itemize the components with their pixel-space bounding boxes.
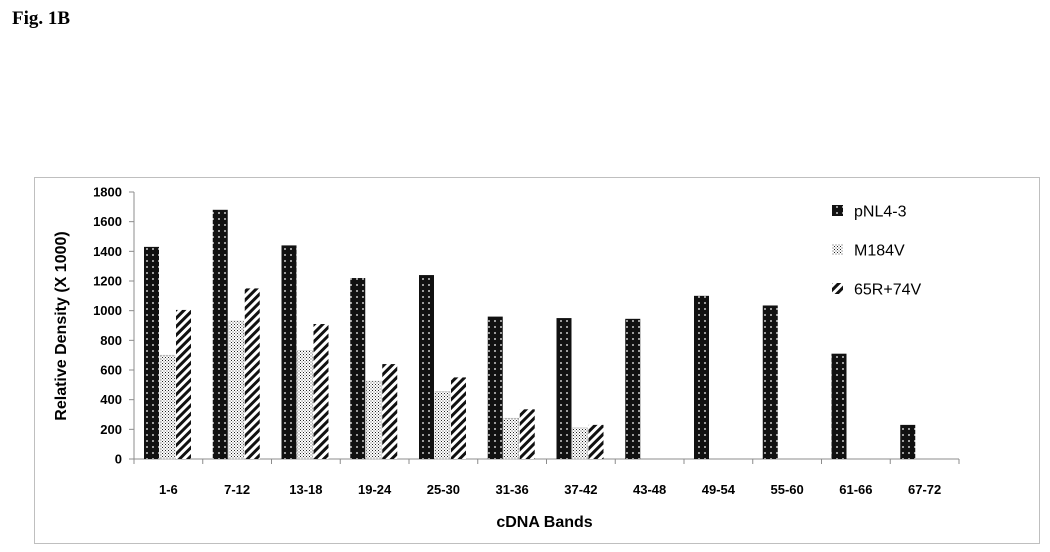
bar-m184v-37-42 [572, 427, 588, 460]
legend-swatch [832, 244, 843, 255]
x-tick-label: 49-54 [702, 482, 736, 497]
x-tick-label: 43-48 [633, 482, 666, 497]
y-axis-title: Relative Density (X 1000) [53, 231, 70, 420]
x-tick-label: 37-42 [564, 482, 597, 497]
bar-pnl4-3-7-12 [212, 209, 228, 459]
bar-m184v-13-18 [297, 350, 313, 460]
legend-label: pNL4-3 [854, 204, 907, 221]
bar-m184v-25-30 [434, 391, 451, 460]
figure-label: Fig. 1B [12, 8, 71, 29]
x-tick-label: 55-60 [771, 482, 804, 497]
y-tick-label: 800 [100, 333, 122, 348]
bar-m184v-7-12 [228, 320, 244, 460]
y-tick-label: 1600 [93, 214, 122, 229]
y-tick-label: 400 [100, 392, 122, 407]
y-tick-label: 1400 [93, 244, 122, 259]
bar-65r-74v-19-24 [382, 364, 398, 459]
chart-frame [34, 177, 1040, 544]
y-tick-label: 600 [100, 363, 122, 378]
bar-pnl4-3-13-18 [281, 245, 297, 459]
legend: pNL4-3 M184V 65R+74V [832, 204, 921, 299]
legend-label: M184V [854, 243, 905, 260]
bar-pnl4-3-43-48 [625, 318, 641, 459]
y-tick-label: 1200 [93, 274, 122, 289]
x-tick-label: 25-30 [427, 482, 460, 497]
y-tick-label: 1800 [93, 185, 122, 200]
bar-pnl4-3-55-60 [762, 305, 778, 459]
bar-pnl4-3-37-42 [556, 318, 572, 459]
legend-swatch [832, 283, 843, 294]
y-tick-label: 200 [100, 422, 122, 437]
bars-layer [144, 209, 916, 460]
x-tick-label: 61-66 [839, 482, 872, 497]
bar-65r-74v-13-18 [313, 324, 329, 459]
labels-layer: 0 200 400 600 800 1000 1200 1400 1600 1800 1-6 7-12… [53, 185, 941, 532]
y-tick-label: 1000 [93, 303, 122, 318]
x-tick-label: 1-6 [159, 482, 178, 497]
bar-65r-74v-1-6 [176, 309, 191, 459]
bar-pnl4-3-49-54 [694, 295, 709, 459]
x-tick-label: 67-72 [908, 482, 941, 497]
bar-pnl4-3-19-24 [350, 278, 366, 459]
x-tick-label: 13-18 [289, 482, 322, 497]
x-tick-label: 31-36 [496, 482, 529, 497]
y-tick-label: 0 [115, 452, 122, 467]
bar-pnl4-3-67-72 [900, 424, 916, 459]
bar-m184v-1-6 [159, 354, 176, 460]
bar-65r-74v-37-42 [588, 424, 604, 459]
bar-pnl4-3-1-6 [144, 246, 159, 459]
x-tick-label: 7-12 [224, 482, 250, 497]
bar-m184v-19-24 [366, 380, 382, 460]
bar-65r-74v-25-30 [451, 377, 466, 459]
bar-pnl4-3-31-36 [487, 316, 503, 459]
legend-label: 65R+74V [854, 282, 921, 299]
bar-65r-74v-7-12 [244, 288, 260, 459]
bar-65r-74v-31-36 [519, 409, 535, 459]
axes-layer [129, 191, 960, 464]
x-tick-label: 19-24 [358, 482, 392, 497]
bar-m184v-31-36 [503, 417, 519, 460]
x-axis-title: cDNA Bands [496, 514, 592, 531]
legend-swatch [832, 205, 843, 216]
bar-pnl4-3-61-66 [831, 353, 847, 459]
bar-pnl4-3-25-30 [419, 275, 434, 459]
